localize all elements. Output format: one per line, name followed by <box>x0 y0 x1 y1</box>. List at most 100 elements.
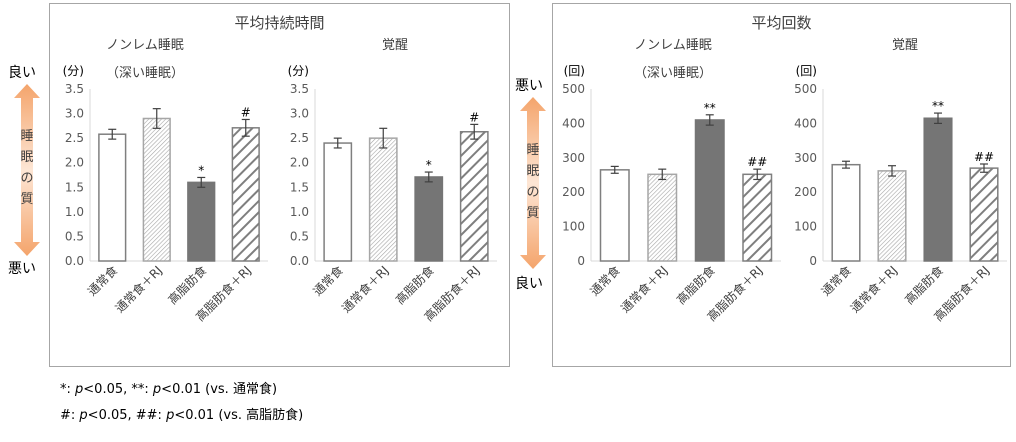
x-tick-label: 通常食＋RJ <box>847 263 900 316</box>
y-tick-label: 0.5 <box>65 229 84 243</box>
right-arrow-char: の <box>526 185 540 200</box>
bar <box>323 142 353 262</box>
right-scale-bottom-label: 良い <box>515 276 543 292</box>
bar <box>98 133 127 262</box>
x-tick-label: 高脂肪食 <box>673 263 718 308</box>
x-tick-label: 高脂肪食 <box>392 263 437 308</box>
y-tick-label: 3.0 <box>65 107 84 121</box>
chart-wake-count: 覚醒(回)0100200300400500通常食通常食＋RJ**高脂肪食##高脂… <box>794 38 1007 324</box>
significance-mark: * <box>426 158 432 172</box>
x-tick-label: 通常食＋RJ <box>338 263 391 316</box>
chart-title: 覚醒 <box>892 38 918 53</box>
right-arrow-char: 眠 <box>526 164 540 179</box>
left-arrow-char: の <box>20 171 34 186</box>
left-scale-bottom-label: 悪い <box>8 261 36 277</box>
footnote-symbol: *: <box>60 382 76 397</box>
right-arrow-text: 睡 眠 の 質 <box>524 140 542 224</box>
y-tick-label: 3.0 <box>290 107 309 121</box>
y-tick-label: 2.0 <box>65 156 84 170</box>
x-tick-label: 通常食＋RJ <box>112 263 165 316</box>
y-tick-label: 3.5 <box>65 82 84 96</box>
y-tick-label: 300 <box>562 151 585 165</box>
footnote-text: <0.01 (vs. 通常食) <box>161 382 278 397</box>
y-tick-label: 0.5 <box>290 229 309 243</box>
y-tick-label: 0.0 <box>65 254 84 268</box>
bar <box>231 127 260 262</box>
duration-panel-title: 平均持続時間 <box>234 14 325 32</box>
left-arrow-char: 眠 <box>20 150 34 165</box>
count-panel-title: 平均回数 <box>751 14 812 32</box>
footnote-text: <0.05, ##: <box>87 408 167 423</box>
left-arrow-text: 睡 眠 の 質 <box>18 126 36 210</box>
y-tick-label: 200 <box>794 185 817 199</box>
y-tick-label: 1.5 <box>290 180 309 194</box>
y-tick-label: 100 <box>794 220 817 234</box>
x-tick-label: 通常食 <box>84 263 120 299</box>
y-tick-label: 1.0 <box>65 205 84 219</box>
bar <box>599 169 630 262</box>
y-tick-label: 500 <box>562 82 585 96</box>
x-tick-label: 通常食＋RJ <box>617 263 670 316</box>
x-tick-label: 通常食 <box>818 263 854 299</box>
left-arrow-char: 質 <box>20 192 34 207</box>
y-tick-label: 1.0 <box>290 205 309 219</box>
chart-title: 覚醒 <box>382 38 408 53</box>
y-tick-label: 3.5 <box>290 82 309 96</box>
chart-title: ノンレム睡眠 <box>634 38 712 53</box>
bar <box>694 119 725 262</box>
significance-mark: ** <box>932 99 944 113</box>
footnote-line-1: *: p<0.05, **: p<0.01 (vs. 通常食) <box>60 378 277 397</box>
bar <box>923 117 953 262</box>
footnote-symbol: #: <box>60 408 80 423</box>
chart-title: ノンレム睡眠 <box>106 38 184 53</box>
y-tick-label: 2.5 <box>290 131 309 145</box>
y-tick-label: 300 <box>794 151 817 165</box>
footnote-text: <0.01 (vs. 高脂肪食) <box>174 408 304 423</box>
y-tick-label: 200 <box>562 185 585 199</box>
bar <box>414 176 444 262</box>
x-tick-label: 通常食 <box>587 263 623 299</box>
bar <box>647 173 678 262</box>
bar <box>459 131 489 262</box>
significance-mark: * <box>198 163 204 177</box>
bar <box>187 181 216 262</box>
chart-nrem-count: ノンレム睡眠 （深い睡眠） (回) 0 100 200 300 400 500 通常食通常食＋RJ… <box>562 38 781 324</box>
x-tick-label: 通常食 <box>310 263 346 299</box>
significance-mark: ## <box>747 155 767 169</box>
x-tick-label: 高脂肪食 <box>902 263 947 308</box>
footnote-p: p <box>152 382 162 397</box>
right-arrow-char: 質 <box>526 206 540 221</box>
y-tick-label: 0 <box>577 254 585 268</box>
footnote-p: p <box>166 408 175 423</box>
y-axis-unit: (分) <box>63 64 84 78</box>
bar <box>877 170 907 262</box>
bar <box>831 163 861 262</box>
significance-mark: # <box>469 110 479 124</box>
significance-mark: ## <box>974 150 994 164</box>
y-tick-label: 500 <box>794 82 817 96</box>
footnote-line-2: #: p<0.05, ##: p<0.01 (vs. 高脂肪食) <box>60 404 303 423</box>
left-quality-arrow <box>14 84 40 256</box>
footnote-p: p <box>75 382 84 397</box>
bar <box>368 137 398 262</box>
bar <box>142 117 171 262</box>
bar <box>969 167 999 262</box>
right-quality-arrow <box>520 97 546 269</box>
y-axis-unit: (回) <box>796 64 817 78</box>
chart-subtitle: （深い睡眠） <box>106 66 184 81</box>
y-tick-label: 2.5 <box>65 131 84 145</box>
chart-nrem-duration: ノンレム睡眠 （深い睡眠） (分) 0.0 0.5 1.0 1.5 2.0 2.5 3.0 3.5 通… <box>63 38 268 324</box>
significance-mark: # <box>241 105 251 119</box>
y-tick-label: 1.5 <box>65 180 84 194</box>
footnote-text: <0.05, **: <box>83 382 153 397</box>
x-tick-label: 高脂肪食 <box>165 263 210 308</box>
y-tick-label: 2.0 <box>290 156 309 170</box>
y-tick-label: 0.0 <box>290 254 309 268</box>
y-tick-label: 400 <box>794 116 817 130</box>
significance-mark: ** <box>704 101 716 115</box>
y-tick-label: 0 <box>809 254 817 268</box>
y-tick-label: 400 <box>562 116 585 130</box>
bar <box>742 173 773 262</box>
y-tick-label: 100 <box>562 220 585 234</box>
